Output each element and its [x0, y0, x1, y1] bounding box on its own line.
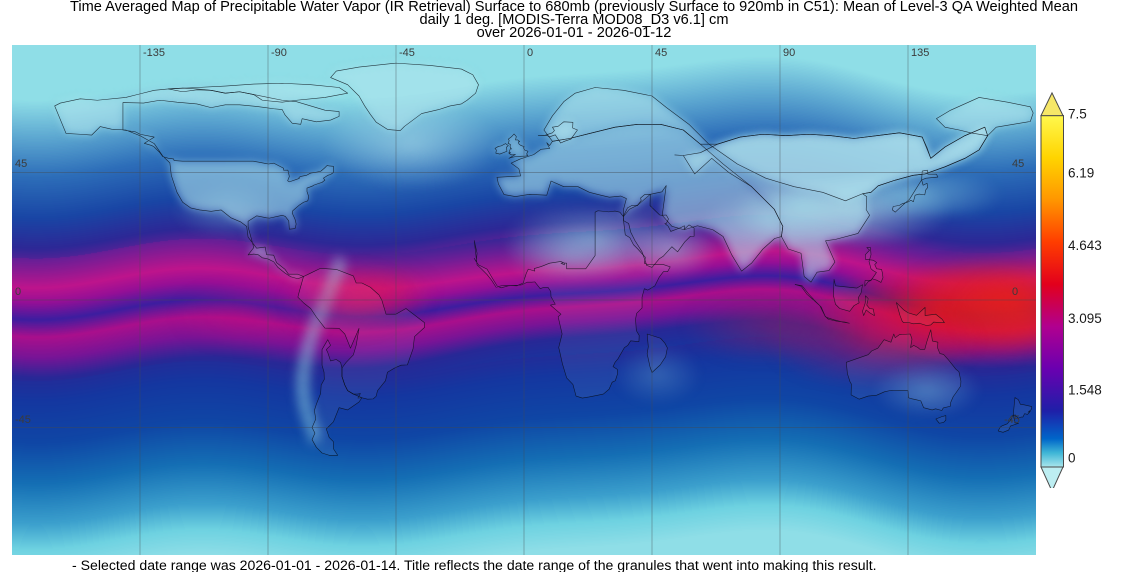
svg-text:-45: -45 [15, 414, 31, 426]
svg-text:45: 45 [1012, 158, 1024, 170]
svg-text:4.643: 4.643 [1068, 238, 1102, 253]
svg-text:90: 90 [783, 47, 795, 59]
svg-text:1.548: 1.548 [1068, 383, 1102, 398]
svg-text:3.095: 3.095 [1068, 311, 1102, 326]
svg-text:6.19: 6.19 [1068, 165, 1094, 180]
svg-text:0: 0 [1068, 450, 1076, 465]
svg-text:0: 0 [15, 286, 21, 298]
svg-text:45: 45 [655, 47, 667, 59]
svg-text:7.5: 7.5 [1068, 106, 1087, 121]
svg-text:135: 135 [911, 47, 929, 59]
svg-text:-90: -90 [271, 47, 287, 59]
svg-text:-45: -45 [399, 47, 415, 59]
svg-text:0: 0 [1012, 286, 1018, 298]
svg-text:-135: -135 [143, 47, 165, 59]
svg-text:-45: -45 [1004, 414, 1020, 426]
svg-text:0: 0 [527, 47, 533, 59]
svg-text:45: 45 [15, 158, 27, 170]
